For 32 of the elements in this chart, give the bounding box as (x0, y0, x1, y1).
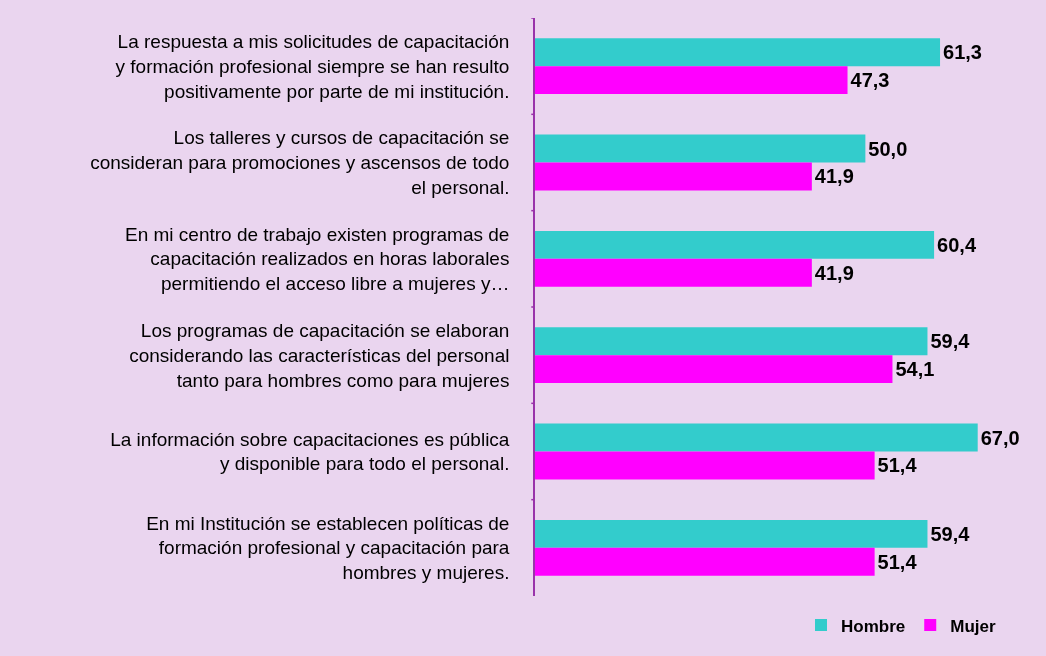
bar (535, 547, 875, 576)
data-label: 50,0 (868, 137, 908, 160)
bar (535, 66, 848, 95)
bar (535, 38, 941, 67)
y-tick-label: La respuesta a mis solicitudes de capacitación y formación profesional siempre se han resulto positivamente por parte de mi institución. (115, 31, 510, 102)
data-label: 61,3 (943, 41, 982, 64)
bar (535, 423, 978, 452)
data-label: 59,4 (930, 330, 971, 353)
y-tick-label: La información sobre capacitaciones es pública y disponible para todo el personal. (110, 428, 510, 475)
y-tick-label: Los talleres y cursos de capacitación se consideran para promociones y ascensos de todo el personal. (90, 127, 510, 198)
legend-label: Mujer (950, 616, 996, 636)
bar (535, 355, 893, 384)
bar (535, 451, 875, 480)
y-tick-label: En mi Institución se establecen políticas de formación profesional y capacitación para hombres y mujeres. (146, 512, 510, 584)
bar (535, 230, 935, 259)
y-tick-label: En mi centro de trabajo existen programas de capacitación realizados en horas laborales permitiendo el acceso libre a mujeres y… (125, 223, 510, 295)
data-label: 41,9 (814, 165, 854, 188)
bar (535, 162, 812, 191)
data-label: 47,3 (850, 69, 890, 92)
data-label: 51,4 (877, 454, 918, 477)
bar (535, 134, 866, 163)
y-tick-label: Los programas de capacitación se elaboran considerando las características del personal tanto para hombres como para mujeres (129, 320, 510, 391)
data-label: 67,0 (980, 426, 1020, 449)
data-label: 51,4 (877, 550, 918, 573)
data-label: 54,1 (895, 358, 935, 381)
bar (535, 519, 928, 548)
bar (535, 327, 928, 356)
data-label: 60,4 (937, 233, 977, 256)
legend-label: Hombre (841, 616, 906, 636)
data-label: 41,9 (814, 261, 854, 284)
data-label: 59,4 (930, 522, 971, 545)
bar (535, 258, 812, 287)
